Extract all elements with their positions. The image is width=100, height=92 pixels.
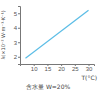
y-tick: 3 xyxy=(14,40,20,46)
y-tick-label: 5 xyxy=(14,11,18,17)
x-tick: 30 xyxy=(86,64,93,72)
x-tick-label: 20 xyxy=(58,66,65,72)
x-axis-title: T(°C) xyxy=(80,74,97,81)
plot: 10 15 20 25 30 2 3 4 5 xyxy=(14,7,95,73)
y-axis-line xyxy=(18,7,21,65)
y-tick-mark xyxy=(18,13,20,14)
annotation: 含水量 W=20% xyxy=(26,83,71,90)
y-tick: 4 xyxy=(14,25,20,31)
line xyxy=(25,10,88,58)
x-tick: 25 xyxy=(72,64,79,72)
y-tick: 5 xyxy=(14,11,20,17)
y-tick-mark xyxy=(18,57,20,58)
x-tick: 15 xyxy=(45,64,52,72)
y-axis-title: λ(×10⁻² W·m⁻¹·K⁻¹) xyxy=(0,10,6,59)
chart: 10 15 20 25 30 2 3 4 5 T(°C) λ(×10⁻² W·m⁻¹·K⁻¹) 含水量… xyxy=(0,0,100,92)
y-tick-mark xyxy=(18,42,20,43)
y-tick: 2 xyxy=(14,54,20,60)
x-tick: 10 xyxy=(31,64,38,72)
y-tick-label: 2 xyxy=(14,54,18,60)
x-tick-label: 25 xyxy=(72,66,79,72)
x-tick-label: 30 xyxy=(86,66,93,72)
x-tick-label: 10 xyxy=(31,66,38,72)
x-tick-label: 15 xyxy=(45,66,52,72)
y-tick-label: 3 xyxy=(14,40,18,46)
y-tick-mark xyxy=(18,28,20,29)
marks xyxy=(25,10,88,58)
x-tick: 20 xyxy=(58,64,65,72)
x-axis: 10 15 20 25 30 xyxy=(21,64,95,72)
y-axis: 2 3 4 5 xyxy=(14,7,21,65)
y-tick-label: 4 xyxy=(14,25,18,31)
